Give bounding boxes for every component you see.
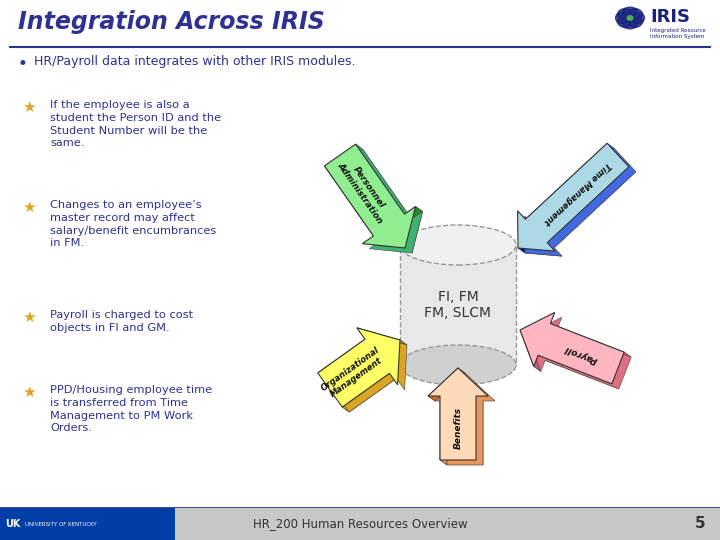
Polygon shape [342,373,397,412]
Polygon shape [318,328,400,407]
Polygon shape [518,143,629,251]
Polygon shape [476,396,483,465]
Text: •: • [18,55,28,73]
Text: UK: UK [5,519,20,529]
Ellipse shape [400,345,516,385]
Polygon shape [357,328,407,345]
Polygon shape [538,355,619,389]
Polygon shape [526,143,614,224]
Text: Payroll is charged to cost
objects in FI and GM.: Payroll is charged to cost objects in FI… [50,310,193,333]
Polygon shape [0,508,720,540]
Polygon shape [547,167,636,248]
Text: Time Management: Time Management [542,160,612,226]
Text: 5: 5 [694,516,705,531]
Polygon shape [428,368,488,460]
Text: Changes to an employee’s
master record may affect
salary/benefit encumbrances
in: Changes to an employee’s master record m… [50,200,216,248]
Polygon shape [518,248,562,256]
Polygon shape [356,144,412,219]
Ellipse shape [617,9,631,18]
Ellipse shape [627,16,633,20]
Polygon shape [525,148,636,256]
Polygon shape [520,312,624,384]
Text: Payroll: Payroll [563,343,599,364]
Polygon shape [318,339,372,378]
Text: Benefits: Benefits [454,407,462,449]
Polygon shape [428,368,465,401]
Polygon shape [550,323,631,357]
Ellipse shape [616,12,627,23]
Text: Integration Across IRIS: Integration Across IRIS [18,10,325,34]
Polygon shape [400,245,516,365]
Polygon shape [440,396,447,465]
Ellipse shape [629,9,643,18]
Polygon shape [0,508,175,540]
Polygon shape [325,166,380,241]
Text: IRIS: IRIS [650,8,690,26]
Text: UNIVERSITY OF KENTUCKY: UNIVERSITY OF KENTUCKY [25,522,96,526]
Text: ★: ★ [22,310,35,325]
Ellipse shape [633,12,644,23]
Polygon shape [435,373,495,465]
Text: Integrated Resource
Information System: Integrated Resource Information System [650,28,706,39]
Text: Organizational
Management: Organizational Management [320,345,387,401]
Text: HR_200 Human Resources Overview: HR_200 Human Resources Overview [253,517,467,530]
Polygon shape [520,330,541,372]
Ellipse shape [400,225,516,265]
Polygon shape [405,206,423,253]
Text: If the employee is also a
student the Person ID and the
Student Number will be t: If the employee is also a student the Pe… [50,100,221,149]
Polygon shape [527,318,631,389]
Ellipse shape [623,7,637,16]
Text: Personnel
Administration: Personnel Administration [336,155,393,225]
Ellipse shape [623,20,637,29]
Text: FI, FM
FM, SLCM: FI, FM FM, SLCM [425,290,492,320]
Ellipse shape [617,18,631,28]
Polygon shape [331,149,423,253]
Ellipse shape [629,18,643,28]
Text: ★: ★ [22,200,35,215]
Text: HR/Payroll data integrates with other IRIS modules.: HR/Payroll data integrates with other IR… [34,55,356,68]
Text: ★: ★ [22,385,35,400]
Text: ★: ★ [22,100,35,115]
Text: PPD/Housing employee time
is transferred from Time
Management to PM Work
Orders.: PPD/Housing employee time is transferred… [50,385,212,434]
Polygon shape [325,333,407,412]
Polygon shape [325,144,415,248]
